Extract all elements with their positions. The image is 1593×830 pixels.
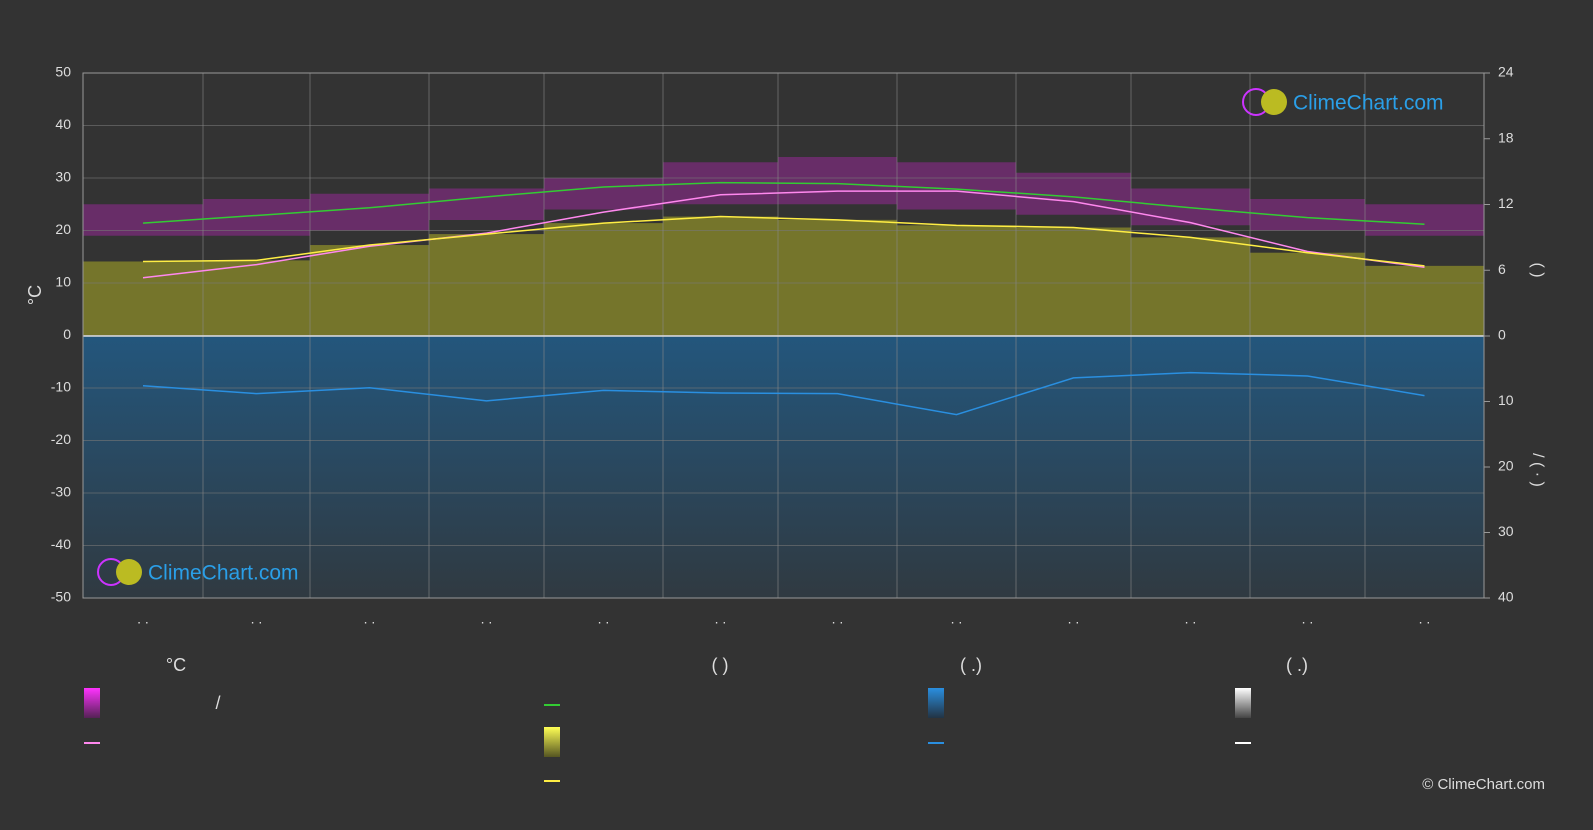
temp-range — [310, 193, 429, 231]
y-tick-label: 10 — [55, 274, 71, 290]
y-tick-label: -10 — [51, 379, 71, 395]
logo-icon — [1261, 89, 1287, 115]
y3-axis-label: / ( · ) — [1529, 453, 1546, 487]
series-line — [142, 190, 1425, 279]
series-line — [142, 215, 1425, 267]
y3-tick-label: 30 — [1498, 523, 1514, 539]
y-tick-label: -20 — [51, 431, 71, 447]
y3-tick-label: 40 — [1498, 589, 1514, 605]
y2-axis-label: ( ) — [1529, 262, 1546, 277]
x-tick-label: . . — [715, 611, 727, 627]
sunshine-area — [310, 245, 429, 336]
y-tick-label: -50 — [51, 589, 71, 605]
temp-range — [897, 162, 1016, 210]
x-tick-label: . . — [1185, 611, 1197, 627]
temp-range — [1131, 188, 1250, 226]
y-axis-label: °C — [25, 285, 45, 305]
sunshine-area — [778, 219, 897, 336]
series-line — [142, 181, 1425, 225]
x-tick-label: . . — [364, 611, 376, 627]
y-tick-label: -40 — [51, 536, 71, 552]
y-tick-label: 50 — [55, 64, 71, 80]
logo-text: ClimeChart.com — [1293, 92, 1444, 115]
plot — [82, 72, 1485, 599]
sunshine-area — [429, 234, 544, 336]
temp-range — [778, 157, 897, 205]
x-tick-label: . . — [137, 611, 149, 627]
sunshine-area — [203, 260, 310, 336]
legend-heading: ( .) — [960, 655, 982, 675]
x-tick-label: . . — [598, 611, 610, 627]
legend-swatch — [928, 688, 944, 718]
x-tick-label: . . — [1068, 611, 1080, 627]
sunshine-area — [1016, 227, 1131, 336]
legend-swatch — [1235, 688, 1251, 718]
sunshine-area — [1365, 265, 1484, 336]
y-tick-label: -30 — [51, 484, 71, 500]
y2-tick-label: 0 — [1498, 327, 1506, 343]
y-tick-label: 0 — [63, 326, 71, 342]
x-tick-label: . . — [832, 611, 844, 627]
temp-range — [1365, 204, 1484, 236]
y3-tick-label: 20 — [1498, 458, 1514, 474]
sunshine-area — [544, 223, 663, 336]
y2-tick-label: 18 — [1498, 129, 1514, 145]
y2-tick-label: 12 — [1498, 195, 1514, 211]
x-tick-label: . . — [481, 611, 493, 627]
sunshine-area — [1250, 252, 1365, 336]
legend-heading: ( ) — [712, 655, 729, 675]
legend-text: / — [215, 693, 220, 713]
logo-icon — [116, 559, 142, 585]
y2-tick-label: 6 — [1498, 261, 1506, 277]
y2-tick-label: 24 — [1498, 64, 1514, 80]
legend-swatch — [544, 727, 560, 757]
y-tick-label: 30 — [55, 169, 71, 185]
y3-tick-label: 10 — [1498, 392, 1514, 408]
sunshine-area — [83, 261, 203, 336]
sunshine-area — [1131, 237, 1250, 336]
legend-heading: ( .) — [1286, 655, 1308, 675]
series-line — [142, 371, 1425, 416]
legend-heading: °C — [166, 655, 186, 675]
x-tick-label: . . — [1419, 611, 1431, 627]
x-tick-label: . . — [1302, 611, 1314, 627]
copyright: © ClimeChart.com — [1422, 776, 1545, 793]
sunshine-area — [897, 225, 1016, 336]
logo-text: ClimeChart.com — [148, 562, 299, 585]
y-tick-label: 40 — [55, 116, 71, 132]
temp-range — [544, 178, 663, 210]
sunshine-area — [663, 216, 778, 336]
y-tick-label: 20 — [55, 221, 71, 237]
x-tick-label: . . — [951, 611, 963, 627]
x-tick-label: . . — [251, 611, 263, 627]
legend-swatch — [84, 688, 100, 718]
